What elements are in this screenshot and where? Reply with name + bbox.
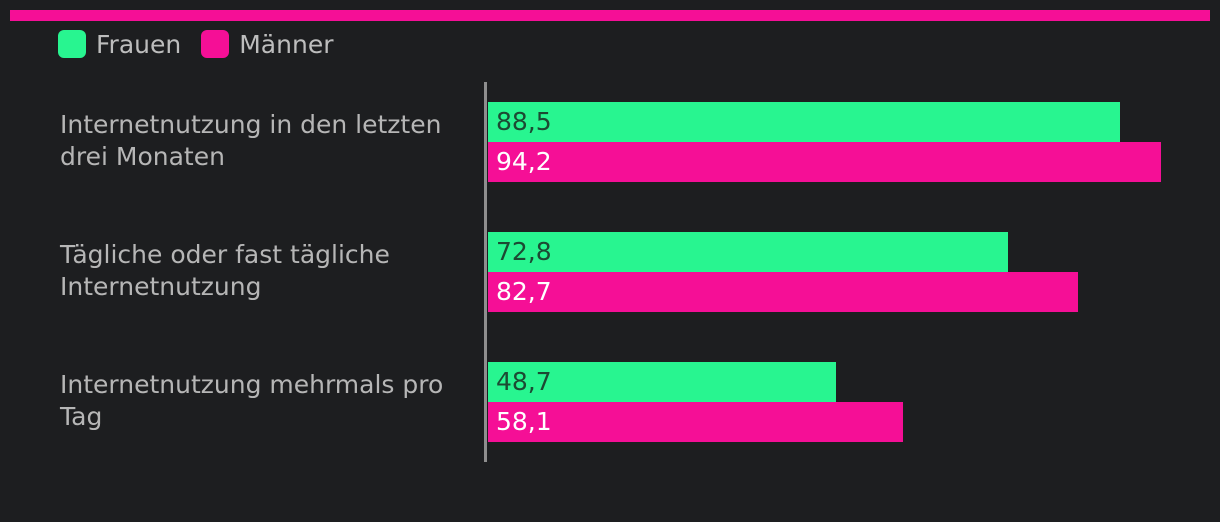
bar-value-label: 88,5 [496, 107, 552, 136]
legend-item-maenner[interactable]: Männer [201, 30, 333, 59]
legend-label-maenner: Männer [239, 29, 334, 59]
bar-value-label: 48,7 [496, 367, 552, 396]
category-label: Tägliche oder fast tägliche Internetnutz… [60, 240, 390, 301]
legend-swatch-maenner [201, 30, 230, 58]
category-label: Internetnutzung in den letzten drei Mona… [60, 110, 442, 171]
legend: Frauen Männer [58, 28, 353, 60]
bar-maenner[interactable] [488, 142, 1161, 182]
bar-frauen[interactable] [488, 362, 836, 402]
top-accent-bar [10, 10, 1210, 21]
legend-item-frauen[interactable]: Frauen [58, 30, 181, 59]
bar-frauen[interactable] [488, 232, 1008, 272]
bar-value-label: 58,1 [496, 407, 552, 436]
legend-swatch-frauen [58, 30, 86, 58]
bar-frauen[interactable] [488, 102, 1120, 142]
bar-maenner[interactable] [488, 272, 1079, 312]
bar-value-label: 82,7 [496, 277, 552, 306]
legend-label-frauen: Frauen [96, 29, 182, 59]
bar-maenner[interactable] [488, 402, 903, 442]
category-label: Internetnutzung mehrmals pro Tag [60, 370, 444, 431]
bar-value-label: 94,2 [496, 147, 552, 176]
bar-value-label: 72,8 [496, 237, 552, 266]
category-axis-line [484, 82, 487, 462]
